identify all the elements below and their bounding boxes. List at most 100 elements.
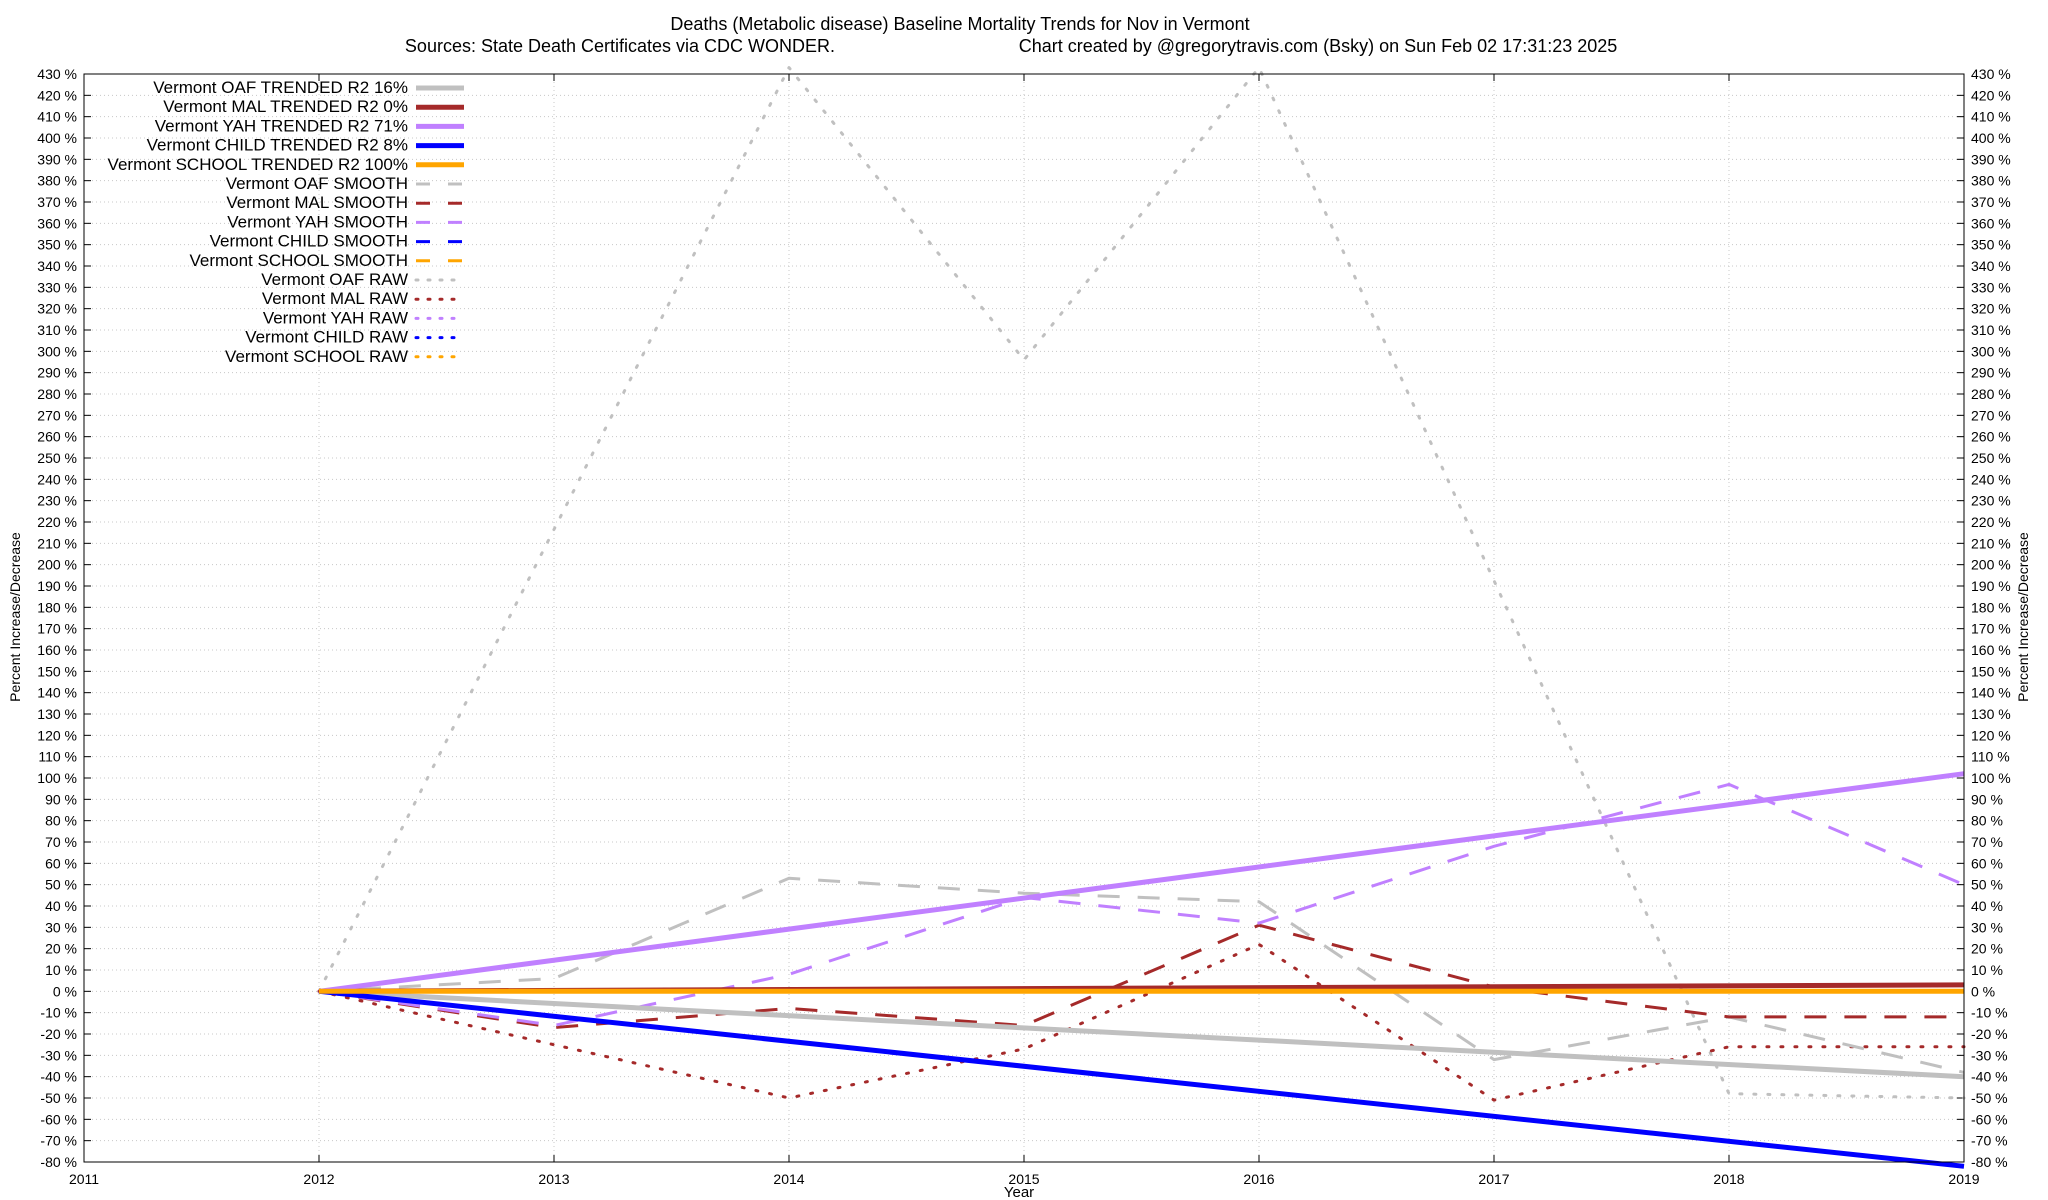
y-tick-label-left: 90 %: [45, 791, 77, 807]
y-tick-label-right: 70 %: [1971, 834, 2003, 850]
x-tick-label: 2015: [1008, 1171, 1039, 1187]
y-tick-label-right: 10 %: [1971, 962, 2003, 978]
legend-label: Vermont SCHOOL TRENDED R2 100%: [108, 155, 408, 174]
y-tick-label-left: 250 %: [37, 450, 77, 466]
legend-label: Vermont YAH TRENDED R2 71%: [155, 116, 408, 135]
y-tick-label-right: 370 %: [1971, 194, 2011, 210]
y-tick-label-left: 210 %: [37, 535, 77, 551]
y-tick-label-right: 140 %: [1971, 685, 2011, 701]
y-tick-label-right: 400 %: [1971, 130, 2011, 146]
y-tick-label-left: 180 %: [37, 599, 77, 615]
y-tick-label-left: 130 %: [37, 706, 77, 722]
x-axis-label: Year: [1004, 1184, 1034, 1200]
x-tick-label: 2019: [1948, 1171, 1979, 1187]
series-line-vermont-oaf-raw: [317, 66, 1966, 1100]
y-tick-label-left: 380 %: [37, 173, 77, 189]
series-line-vermont-oaf-smooth: [318, 876, 1965, 1074]
legend-label: Vermont OAF TRENDED R2 16%: [153, 78, 408, 97]
y-tick-label-left: 270 %: [37, 407, 77, 423]
y-axis-right-ticks: -80 % -70 % -60 % -50 % -40 % -30 % -20 % -10 %…: [1957, 66, 2011, 1170]
y-tick-label-right: 0 %: [1971, 983, 1995, 999]
y-tick-label-right: 40 %: [1971, 898, 2003, 914]
y-tick-label-right: 390 %: [1971, 151, 2011, 167]
y-tick-label-right: 360 %: [1971, 215, 2011, 231]
series-line-vermont-yah-smooth: [318, 782, 1965, 1027]
legend-label: Vermont MAL RAW: [262, 289, 408, 308]
y-tick-label-left: 370 %: [37, 194, 77, 210]
y-tick-label-left: 50 %: [45, 877, 77, 893]
series-line-vermont-child-trended-r2-8: [318, 988, 1965, 1169]
y-tick-label-left: 260 %: [37, 429, 77, 445]
y-tick-label-left: 60 %: [45, 855, 77, 871]
y-tick-label-right: 230 %: [1971, 493, 2011, 509]
y-tick-label-left: 20 %: [45, 941, 77, 957]
y-tick-label-right: 260 %: [1971, 429, 2011, 445]
legend-label: Vermont SCHOOL RAW: [225, 347, 408, 366]
x-tick-label: 2011: [69, 1171, 99, 1187]
y-tick-label-left: 140 %: [37, 685, 77, 701]
y-tick-label-right: 380 %: [1971, 173, 2011, 189]
x-axis-ticks: 2011 2012 2013 2014 2015 2016 2017 2018 2019: [69, 74, 1980, 1187]
y-tick-label-right: 50 %: [1971, 877, 2003, 893]
y-tick-label-left: 320 %: [37, 301, 77, 317]
y-tick-label-right: 330 %: [1971, 279, 2011, 295]
y-tick-label-left: -40 %: [40, 1069, 77, 1085]
y-tick-label-left: 100 %: [37, 770, 77, 786]
series-line-vermont-oaf-trended-r2-16: [318, 988, 1965, 1080]
y-tick-label-left: -60 %: [40, 1111, 77, 1127]
legend: Vermont OAF TRENDED R2 16%Vermont MAL TR…: [108, 78, 466, 366]
y-tick-label-left: 110 %: [38, 749, 77, 765]
y-tick-label-right: 110 %: [1971, 749, 2010, 765]
series-line-vermont-mal-raw: [317, 942, 1966, 1102]
y-tick-label-left: 240 %: [37, 471, 77, 487]
y-tick-label-right: -80 %: [1971, 1154, 2008, 1170]
y-tick-label-left: -30 %: [40, 1047, 77, 1063]
y-tick-label-left: 70 %: [45, 834, 77, 850]
plot-frame: [83, 73, 1965, 1163]
y-tick-label-left: -10 %: [40, 1005, 77, 1021]
x-tick-label: 2017: [1478, 1171, 1509, 1187]
y-tick-label-left: -80 %: [40, 1154, 77, 1170]
y-tick-label-right: 60 %: [1971, 855, 2003, 871]
y-tick-label-left: 360 %: [37, 215, 77, 231]
y-tick-label-right: 20 %: [1971, 941, 2003, 957]
y-axis-left-ticks: -80 % -70 % -60 % -50 % -40 % -30 % -20 % -10 %…: [37, 66, 91, 1170]
legend-label: Vermont CHILD SMOOTH: [210, 232, 408, 251]
y-tick-label-right: 320 %: [1971, 301, 2011, 317]
y-tick-label-right: 340 %: [1971, 258, 2011, 274]
y-tick-label-left: -50 %: [40, 1090, 77, 1106]
y-tick-label-left: 350 %: [37, 237, 77, 253]
y-tick-label-left: -20 %: [40, 1026, 77, 1042]
y-tick-label-right: 290 %: [1971, 365, 2011, 381]
legend-label: Vermont OAF RAW: [261, 270, 408, 289]
y-tick-label-left: 150 %: [37, 663, 77, 679]
x-tick-label: 2016: [1243, 1171, 1274, 1187]
y-tick-label-right: -10 %: [1971, 1005, 2008, 1021]
y-tick-label-right: 130 %: [1971, 706, 2011, 722]
y-tick-label-right: -70 %: [1971, 1133, 2008, 1149]
y-tick-label-right: 200 %: [1971, 557, 2011, 573]
y-tick-label-left: 0 %: [53, 983, 77, 999]
legend-label: Vermont CHILD TRENDED R2 8%: [147, 136, 408, 155]
y-tick-label-left: 420 %: [37, 87, 77, 103]
legend-label: Vermont YAH RAW: [263, 308, 408, 327]
y-tick-label-left: 230 %: [37, 493, 77, 509]
y-tick-label-left: -70 %: [40, 1133, 77, 1149]
legend-label: Vermont YAH SMOOTH: [227, 212, 408, 231]
y-tick-label-left: 430 %: [37, 66, 77, 82]
y-tick-label-right: 410 %: [1971, 109, 2011, 125]
y-tick-label-left: 410 %: [37, 109, 77, 125]
y-tick-label-left: 300 %: [37, 343, 77, 359]
y-tick-label-right: 350 %: [1971, 237, 2011, 253]
y-tick-label-right: 190 %: [1971, 578, 2011, 594]
y-tick-label-right: 270 %: [1971, 407, 2011, 423]
y-tick-label-right: 160 %: [1971, 642, 2011, 658]
y-tick-label-left: 330 %: [37, 279, 77, 295]
legend-label: Vermont MAL TRENDED R2 0%: [163, 97, 408, 116]
y-tick-label-left: 30 %: [45, 919, 77, 935]
y-tick-label-left: 190 %: [37, 578, 77, 594]
y-tick-label-right: 310 %: [1971, 322, 2011, 338]
y-tick-label-right: 170 %: [1971, 621, 2011, 637]
y-tick-label-right: 280 %: [1971, 386, 2011, 402]
